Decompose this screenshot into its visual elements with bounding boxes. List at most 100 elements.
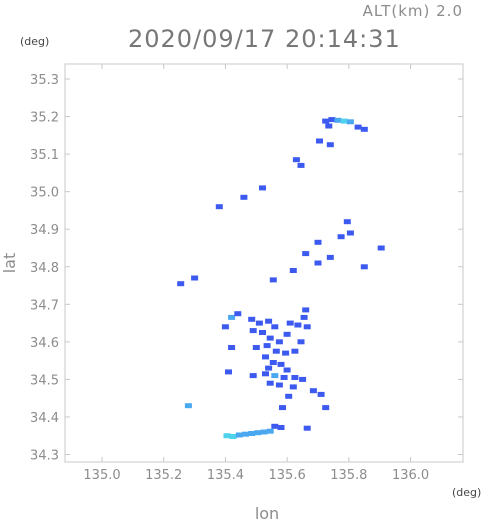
- echo-cell: [277, 361, 285, 367]
- y-tick-label: 34.3: [30, 448, 59, 463]
- echo-cell: [271, 423, 279, 429]
- echo-cell: [346, 230, 354, 236]
- echo-cell: [326, 254, 334, 260]
- echo-cell: [292, 157, 300, 163]
- echo-cell: [289, 384, 297, 390]
- echo-cell: [266, 428, 274, 434]
- y-tick-label: 34.5: [30, 373, 59, 388]
- echo-cell: [377, 245, 385, 251]
- echo-cell: [346, 119, 354, 125]
- echo-cell: [248, 431, 256, 436]
- echo-cell: [271, 324, 279, 330]
- echo-cell: [242, 431, 249, 437]
- x-tick-label: 135.8: [330, 468, 367, 483]
- echo-cell: [184, 403, 192, 409]
- echo-cell: [297, 162, 305, 168]
- y-tick-label: 35.1: [30, 148, 59, 163]
- echo-cell: [291, 375, 299, 380]
- echo-cell: [260, 429, 268, 435]
- echo-cell: [254, 430, 262, 436]
- echo-cell: [302, 307, 310, 313]
- echo-cell: [343, 219, 351, 225]
- echo-cell: [234, 311, 242, 317]
- echo-cell: [289, 268, 297, 273]
- echo-cell: [228, 345, 236, 350]
- echo-cell: [191, 275, 199, 281]
- echo-cell: [322, 405, 330, 411]
- echo-cell: [255, 320, 263, 326]
- echo-cell: [262, 371, 269, 377]
- echo-cell: [265, 318, 273, 324]
- echo-cell: [297, 339, 305, 345]
- echo-cell: [228, 314, 236, 320]
- echo-cell: [300, 314, 308, 320]
- echo-cell: [248, 316, 256, 322]
- echo-cell: [275, 339, 283, 345]
- x-axis-title: lon: [255, 504, 279, 521]
- echo-cell: [309, 388, 317, 394]
- y-axis-title: lat: [0, 253, 19, 274]
- y-tick-label: 35.2: [30, 111, 59, 126]
- y-tick-label: 34.9: [30, 223, 59, 238]
- echo-cell: [316, 138, 323, 144]
- y-tick-label: 34.4: [30, 411, 59, 426]
- echo-cell: [269, 277, 277, 283]
- echo-cell: [334, 117, 342, 123]
- echo-cell: [240, 194, 248, 200]
- echo-cell: [328, 117, 336, 123]
- echo-cell: [229, 434, 237, 439]
- echo-cell: [294, 322, 302, 328]
- y-tick-label: 34.6: [30, 336, 59, 351]
- echo-cell: [303, 324, 311, 330]
- echo-cell: [337, 234, 345, 240]
- echo-cell: [249, 373, 257, 379]
- echo-cell: [223, 433, 231, 439]
- echo-cell: [354, 124, 362, 130]
- echo-cell: [215, 204, 223, 210]
- echo-cell: [322, 118, 330, 124]
- echo-cell: [221, 324, 229, 330]
- timestamp-title: 2020/09/17 20:14:31: [128, 25, 401, 53]
- y-tick-label: 34.8: [30, 261, 59, 276]
- echo-cell: [262, 354, 269, 360]
- echo-cell: [314, 239, 322, 245]
- echo-cell: [266, 380, 274, 386]
- echo-cell: [252, 345, 260, 350]
- x-tick-label: 135.2: [145, 468, 182, 483]
- x-axis: 135.0 135.2 135.4 135.6 135.8 136.0: [83, 64, 429, 483]
- echo-cell: [291, 348, 299, 354]
- y-tick-label: 35.0: [30, 186, 59, 201]
- echo-cell: [285, 393, 293, 399]
- echo-cell: [271, 373, 279, 379]
- echo-cell: [265, 365, 273, 371]
- echo-cell: [314, 260, 322, 266]
- echo-cell: [235, 432, 243, 438]
- echo-cells: [177, 117, 385, 439]
- echo-cell: [259, 330, 266, 335]
- echo-cell: [317, 391, 325, 397]
- echo-cell: [325, 123, 333, 129]
- echo-cell: [266, 335, 274, 341]
- echo-cell: [259, 185, 266, 191]
- echo-cell: [283, 331, 291, 337]
- echo-cell: [272, 348, 280, 354]
- echo-cell: [177, 281, 185, 287]
- echo-cell: [280, 375, 288, 380]
- echo-cell: [360, 126, 368, 132]
- x-tick-label: 135.4: [207, 468, 244, 483]
- echo-cell: [269, 360, 277, 365]
- echo-cell: [286, 320, 294, 326]
- echo-cell: [277, 425, 285, 430]
- echo-cell: [283, 367, 291, 373]
- plot-frame: [64, 63, 464, 463]
- echo-cell: [249, 328, 257, 334]
- echo-cell: [282, 350, 290, 356]
- y-axis: 34.3 34.4 34.5 34.6 34.7 34.8 34.9 35.0 35.1 35.2…: [30, 73, 463, 463]
- altitude-label: ALT(km) 2.0: [363, 2, 463, 20]
- x-tick-label: 135.6: [269, 468, 306, 483]
- x-tick-label: 135.0: [83, 468, 120, 483]
- echo-cell: [275, 382, 283, 388]
- x-tick-label: 136.0: [392, 468, 429, 483]
- echo-cell: [340, 118, 348, 124]
